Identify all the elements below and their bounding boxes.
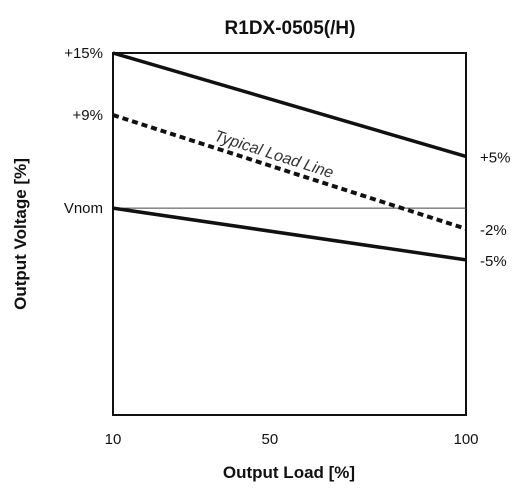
y-right-label: -2% (480, 222, 507, 239)
x-tick-label: 100 (453, 431, 478, 448)
x-axis-title: Output Load [%] (223, 463, 355, 482)
typical-load-line (112, 113, 467, 231)
x-tick-label: 10 (105, 431, 122, 448)
lower-limit-line (112, 206, 467, 262)
y-left-label: Vnom (64, 200, 103, 217)
series-layer (112, 51, 467, 262)
y-left-label: +15% (64, 45, 103, 62)
upper-limit-line (112, 51, 467, 159)
y-right-label: +5% (480, 149, 510, 166)
y-axis-title: Output Voltage [%] (11, 158, 30, 310)
x-tick-label: 50 (262, 431, 279, 448)
y-right-label: -5% (480, 253, 507, 270)
chart-title: R1DX-0505(/H) (225, 18, 356, 39)
y-left-label: +9% (73, 107, 103, 124)
plot-frame (112, 52, 467, 416)
